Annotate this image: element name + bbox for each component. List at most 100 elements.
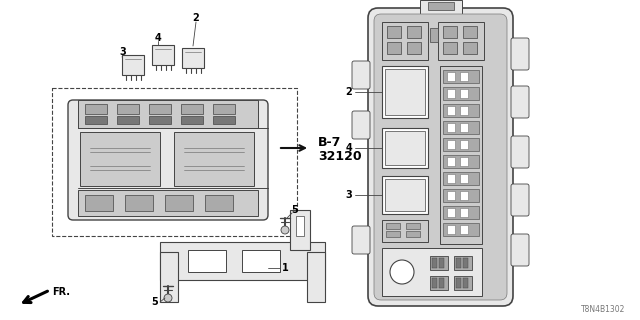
Bar: [447, 72, 455, 81]
Text: 1: 1: [282, 263, 289, 273]
Bar: [385, 179, 425, 211]
Text: 4: 4: [345, 143, 352, 153]
Bar: [460, 123, 468, 132]
Text: 4: 4: [155, 33, 161, 43]
Bar: [420, 0, 462, 16]
Text: FR.: FR.: [52, 287, 70, 297]
Bar: [438, 22, 484, 60]
Bar: [382, 220, 428, 242]
Bar: [456, 278, 461, 288]
Bar: [443, 155, 479, 168]
FancyBboxPatch shape: [374, 14, 507, 300]
FancyBboxPatch shape: [68, 100, 268, 220]
Bar: [386, 223, 400, 229]
Bar: [447, 123, 455, 132]
Bar: [182, 48, 204, 68]
Bar: [460, 106, 468, 115]
Bar: [430, 256, 448, 270]
Bar: [117, 104, 139, 114]
Bar: [181, 116, 203, 124]
Text: B-7: B-7: [318, 137, 341, 149]
Bar: [460, 89, 468, 98]
Bar: [407, 26, 421, 38]
Bar: [160, 252, 178, 302]
Bar: [213, 116, 235, 124]
Circle shape: [281, 226, 289, 234]
Bar: [443, 189, 479, 202]
Bar: [149, 104, 171, 114]
Bar: [213, 104, 235, 114]
Bar: [387, 42, 401, 54]
Bar: [385, 131, 425, 165]
FancyBboxPatch shape: [511, 86, 529, 118]
Bar: [443, 206, 479, 219]
Bar: [443, 70, 479, 83]
FancyBboxPatch shape: [352, 111, 370, 139]
Bar: [447, 208, 455, 217]
Bar: [439, 258, 444, 268]
Bar: [290, 210, 310, 250]
Bar: [149, 116, 171, 124]
Bar: [296, 216, 304, 236]
Circle shape: [164, 294, 172, 302]
Bar: [456, 258, 461, 268]
Bar: [307, 252, 325, 302]
FancyBboxPatch shape: [352, 226, 370, 254]
Bar: [85, 116, 107, 124]
Bar: [463, 278, 468, 288]
Bar: [174, 132, 254, 186]
Bar: [122, 55, 144, 75]
Bar: [242, 250, 280, 272]
Bar: [443, 172, 479, 185]
Bar: [432, 258, 437, 268]
Bar: [443, 121, 479, 134]
Bar: [460, 157, 468, 166]
Bar: [406, 231, 420, 237]
Bar: [382, 66, 428, 118]
Text: 32120: 32120: [318, 149, 362, 163]
Text: 2: 2: [193, 13, 200, 23]
Bar: [385, 69, 425, 115]
Bar: [432, 278, 437, 288]
Bar: [428, 2, 454, 10]
Bar: [382, 128, 428, 168]
Text: 3: 3: [345, 190, 352, 200]
Bar: [205, 195, 233, 211]
FancyBboxPatch shape: [352, 61, 370, 89]
Bar: [181, 104, 203, 114]
Bar: [443, 138, 479, 151]
FancyBboxPatch shape: [511, 234, 529, 266]
Bar: [443, 42, 457, 54]
Bar: [406, 223, 420, 229]
FancyBboxPatch shape: [511, 136, 529, 168]
Bar: [430, 276, 448, 290]
Bar: [454, 256, 472, 270]
Bar: [407, 42, 421, 54]
Bar: [447, 89, 455, 98]
Bar: [460, 225, 468, 234]
Bar: [165, 195, 193, 211]
Bar: [430, 28, 438, 42]
Bar: [443, 104, 479, 117]
Bar: [443, 223, 479, 236]
Bar: [382, 22, 428, 60]
Bar: [188, 250, 226, 272]
Text: 2: 2: [345, 87, 352, 97]
Text: 3: 3: [120, 47, 126, 57]
Bar: [460, 208, 468, 217]
Bar: [463, 258, 468, 268]
Bar: [443, 26, 457, 38]
Bar: [85, 195, 113, 211]
Bar: [386, 231, 400, 237]
FancyBboxPatch shape: [511, 184, 529, 216]
Bar: [440, 66, 482, 244]
Bar: [447, 225, 455, 234]
FancyBboxPatch shape: [368, 8, 513, 306]
Bar: [443, 87, 479, 100]
Bar: [460, 191, 468, 200]
Bar: [447, 174, 455, 183]
Bar: [125, 195, 153, 211]
FancyBboxPatch shape: [511, 38, 529, 70]
Bar: [460, 140, 468, 149]
Bar: [160, 242, 325, 280]
